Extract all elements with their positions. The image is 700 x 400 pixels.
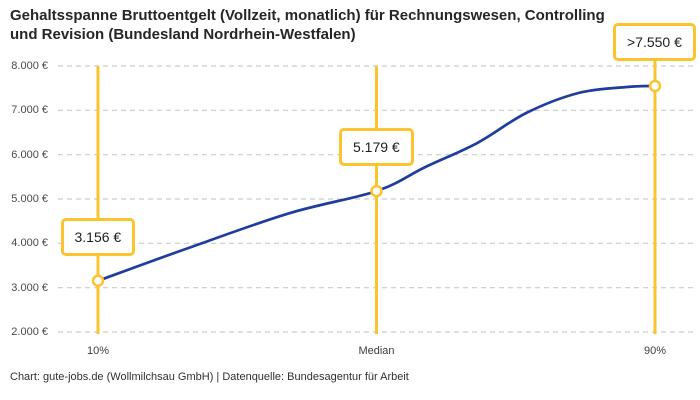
y-axis-tick-label: 4.000 €	[11, 237, 48, 250]
data-point-marker	[370, 184, 383, 198]
value-label-box: >7.550 €	[613, 22, 696, 61]
y-axis-tick-label: 6.000 €	[11, 148, 48, 161]
y-axis-tick-label: 8.000 €	[11, 60, 48, 72]
chart-source-credit: Chart: gute-jobs.de (Wollmilchsau GmbH) …	[10, 371, 409, 383]
y-axis-tick-label: 2.000 €	[11, 326, 48, 338]
data-point-marker	[91, 274, 105, 288]
salary-curve	[96, 84, 657, 283]
data-point-marker	[648, 79, 662, 93]
x-axis-tick-label: Median	[358, 345, 395, 357]
y-axis-tick-label: 7.000 €	[11, 104, 48, 117]
value-label-box: 3.156 €	[60, 217, 136, 256]
x-axis-tick-label: 90%	[643, 345, 667, 357]
x-axis-tick-label: 10%	[86, 345, 110, 357]
y-axis-tick-label: 3.000 €	[11, 281, 48, 294]
chart-title-line1: Gehaltsspanne Bruttoentgelt (Vollzeit, m…	[10, 7, 605, 24]
chart-title: Gehaltsspanne Bruttoentgelt (Vollzeit, m…	[10, 6, 682, 44]
value-label-box: 5.179 €	[339, 128, 414, 167]
y-axis-tick-label: 5.000 €	[11, 193, 48, 205]
chart-title-line2: und Revision (Bundesland Nordrhein-Westf…	[10, 26, 356, 43]
